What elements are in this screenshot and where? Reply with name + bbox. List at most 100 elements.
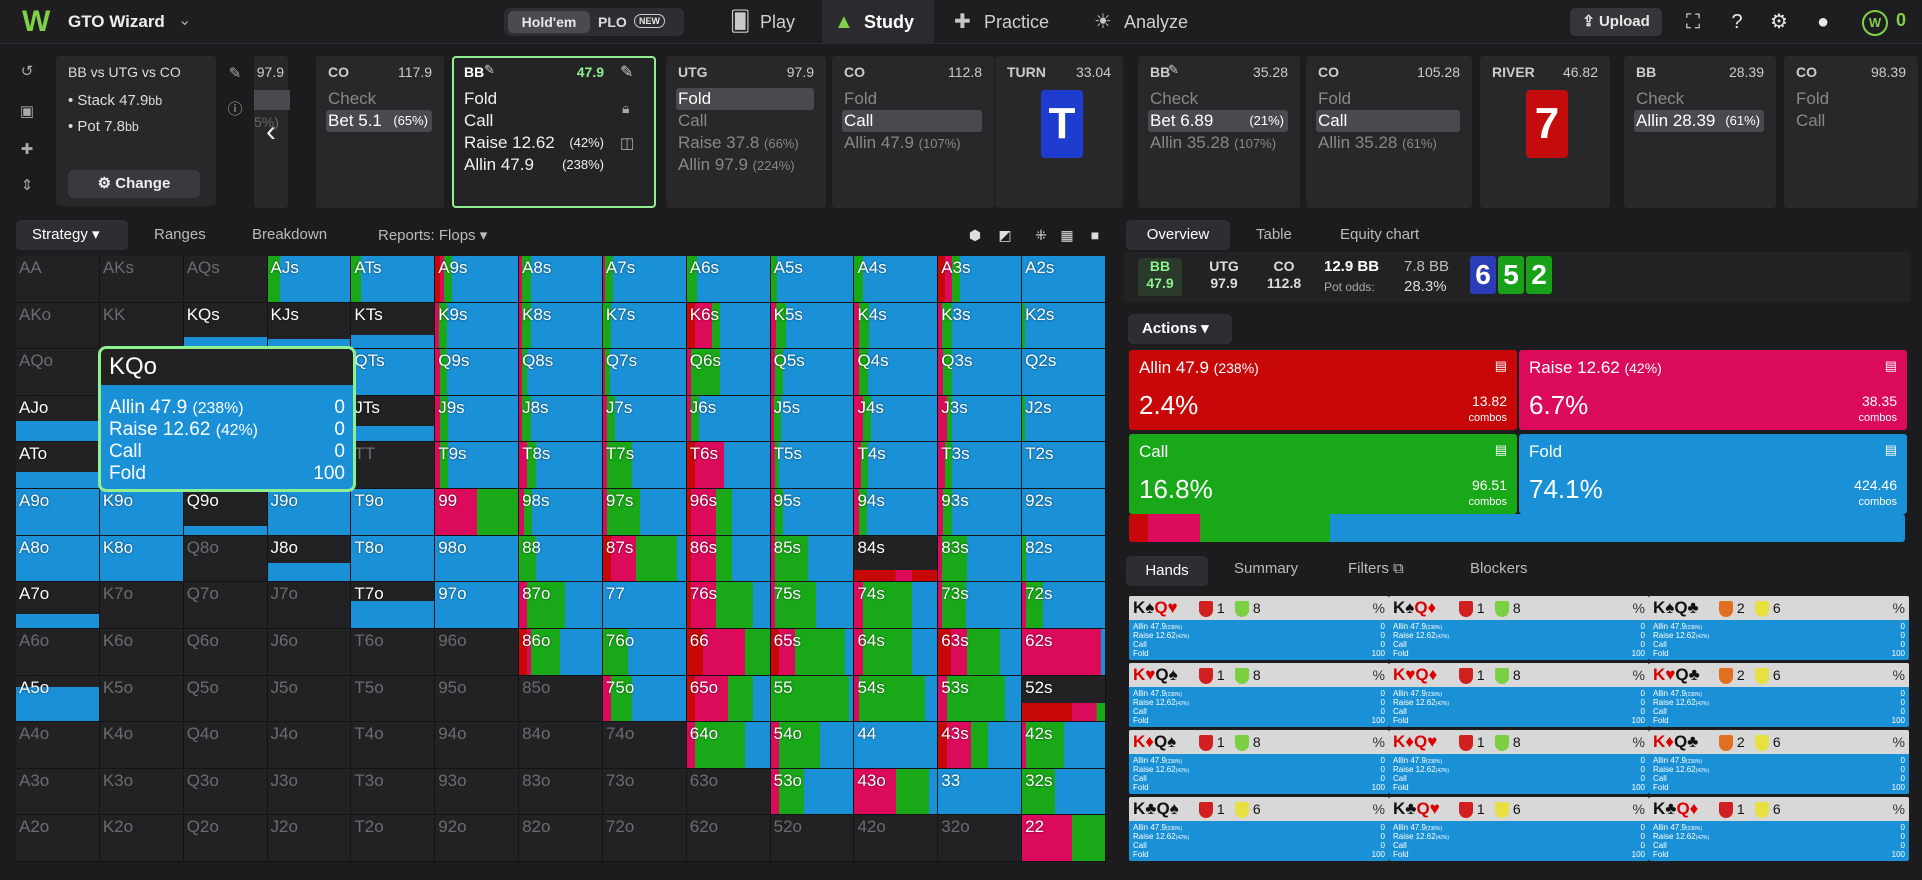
hand-cell[interactable]: A4o (16, 722, 100, 769)
hand-cell[interactable]: AJs (267, 256, 352, 303)
hand-cell[interactable]: 64o (686, 722, 771, 769)
hand-combo-card[interactable]: K♦Q♥ 1 8% Allin 47.9(238%) 0 Raise 12.62(42… (1389, 730, 1649, 794)
hand-cell[interactable]: J9o (267, 489, 352, 536)
tab-filters[interactable]: Filters ⧉ (1348, 560, 1404, 577)
tab-blockers[interactable]: Blockers (1470, 560, 1528, 577)
hand-cell[interactable]: T2s (1022, 442, 1106, 490)
hand-cell[interactable]: ATs (351, 256, 436, 303)
hand-cell[interactable]: 86s (686, 535, 771, 583)
gear-icon[interactable]: ⚙ (1770, 11, 1788, 33)
hand-cell[interactable]: 95o (435, 675, 520, 723)
cube-icon[interactable]: ⬢ (968, 227, 982, 243)
hand-cell[interactable]: 53s (938, 675, 1023, 723)
hand-cell[interactable]: K5s (770, 302, 855, 350)
hand-combo-card[interactable]: K♣Q♠ 1 6% Allin 47.9(238%) 0 Raise 12.62(42… (1129, 797, 1389, 861)
hand-cell[interactable]: 82s (1022, 535, 1106, 583)
hand-cell[interactable]: 55 (770, 675, 855, 723)
hand-cell[interactable]: K2o (99, 815, 184, 862)
hand-cell[interactable]: 75s (770, 582, 855, 629)
hand-cell[interactable]: AJo (16, 395, 100, 443)
hand-combo-card[interactable]: K♦Q♣ 2 6% Allin 47.9(238%) 0 Raise 12.62(42… (1649, 730, 1909, 794)
info-icon[interactable]: ⓘ (227, 101, 243, 118)
hand-cell[interactable]: A8s (519, 256, 603, 303)
hand-cell[interactable]: Q6o (183, 628, 268, 676)
hand-cell[interactable]: 85o (519, 675, 603, 723)
expand-icon[interactable]: ⇕ (20, 177, 34, 194)
node-option[interactable]: Raise 37.8 (66%) (676, 132, 814, 154)
hand-cell[interactable]: T6s (686, 442, 771, 490)
hand-cell[interactable]: 88 (519, 535, 603, 583)
node-option[interactable]: Bet 6.89 (21%) (1148, 110, 1288, 132)
hand-cell[interactable]: T7o (351, 582, 436, 629)
hand-cell[interactable]: 42s (1022, 722, 1106, 769)
hand-cell[interactable]: J5o (267, 675, 352, 723)
node-option[interactable]: Call (462, 110, 608, 132)
hand-cell[interactable]: A7o (16, 582, 100, 629)
hand-cell[interactable]: Q3s (938, 349, 1023, 396)
hand-combo-card[interactable]: K♦Q♠ 1 8% Allin 47.9(238%) 0 Raise 12.62(42… (1129, 730, 1389, 794)
hand-cell[interactable]: T3s (938, 442, 1023, 490)
lock-icon[interactable]: 🔒︎ (622, 100, 630, 116)
hand-cell[interactable]: T5s (770, 442, 855, 490)
hand-cell[interactable]: J9s (435, 395, 520, 443)
grid-icon[interactable]: ▦ (1060, 227, 1074, 243)
hand-cell[interactable]: 76o (602, 628, 687, 676)
hand-cell[interactable]: T3o (351, 768, 436, 816)
hand-cell[interactable]: 43o (854, 768, 939, 816)
action-box-raise[interactable]: Raise 12.62 (42%) 6.7% 38.35 combos ▤ (1519, 350, 1907, 430)
hand-cell[interactable]: K7o (99, 582, 184, 629)
node-option[interactable]: Allin 47.9 (238%) (462, 154, 608, 176)
pencil-icon[interactable]: ✎ (1168, 62, 1179, 77)
node-option[interactable]: Check (326, 88, 432, 110)
brand-name[interactable]: GTO Wizard (68, 12, 165, 31)
hand-cell[interactable]: A5s (770, 256, 855, 303)
hand-cell[interactable]: 64s (854, 628, 939, 676)
upload-button[interactable]: ⇪ Upload (1570, 8, 1662, 36)
hand-cell[interactable]: 63o (686, 768, 771, 816)
actions-dropdown[interactable]: Actions ▾ (1128, 314, 1232, 344)
tab-overview[interactable]: Overview (1126, 220, 1230, 250)
hand-cell[interactable]: 43s (938, 722, 1023, 769)
hand-cell[interactable]: 54o (770, 722, 855, 769)
hand-combo-card[interactable]: K♥Q♣ 2 6% Allin 47.9(238%) 0 Raise 12.62(42… (1649, 663, 1909, 727)
hand-cell[interactable]: K6o (99, 628, 184, 676)
hand-cell[interactable]: 72s (1022, 582, 1106, 629)
hand-cell[interactable]: 62s (1022, 628, 1106, 676)
hand-cell[interactable]: J2o (267, 815, 352, 862)
node-option[interactable]: Call (676, 110, 814, 132)
hand-cell[interactable]: Q4s (854, 349, 939, 396)
node-option[interactable]: Allin 47.9 (107%) (842, 132, 982, 154)
hand-cell[interactable]: 93o (435, 768, 520, 816)
mode-holdem-button[interactable]: Hold'em (508, 11, 590, 33)
hand-cell[interactable]: 87o (519, 582, 603, 629)
node-co-10[interactable] (1784, 56, 1918, 208)
node-co-7[interactable] (1306, 56, 1472, 208)
hand-cell[interactable]: 97o (435, 582, 520, 629)
hand-cell[interactable]: T9s (435, 442, 520, 490)
hand-cell[interactable]: K6s (686, 302, 771, 350)
node-option[interactable]: Allin 28.39 (61%) (1634, 110, 1764, 132)
hand-cell[interactable]: 33 (938, 768, 1023, 816)
tab-hands[interactable]: Hands (1126, 556, 1208, 586)
hand-cell[interactable]: K4o (99, 722, 184, 769)
hand-cell[interactable]: AA (16, 256, 100, 303)
position-co[interactable]: CO 112.8 (1266, 258, 1302, 291)
hand-cell[interactable]: T6o (351, 628, 436, 676)
hand-cell[interactable]: 94s (854, 489, 939, 536)
hand-cell[interactable]: Q2o (183, 815, 268, 862)
position-bb[interactable]: BB 47.9 (1138, 258, 1182, 296)
action-box-fold[interactable]: Fold 74.1% 424.46 combos ▤ (1519, 434, 1907, 514)
hand-combo-card[interactable]: K♠Q♥ 1 8% Allin 47.9(238%) 0 Raise 12.62(42… (1129, 596, 1389, 660)
node-option[interactable]: Allin 97.9 (224%) (676, 154, 814, 176)
node-option[interactable]: Raise 12.62 (42%) (462, 132, 608, 154)
hand-cell[interactable]: 98s (519, 489, 603, 536)
pencil-icon[interactable]: ✎ (484, 62, 495, 77)
notes-icon[interactable]: ▤ (1494, 358, 1507, 373)
hand-cell[interactable]: J3o (267, 768, 352, 816)
node-option[interactable]: Check (1148, 88, 1288, 110)
nav-play[interactable]: 🂠 Play (724, 0, 814, 44)
hand-cell[interactable]: AQo (16, 349, 100, 396)
nav-practice[interactable]: ✚ Practice (948, 0, 1078, 44)
node-bb-2[interactable] (452, 56, 656, 208)
help-icon[interactable]: ? (1731, 11, 1743, 33)
